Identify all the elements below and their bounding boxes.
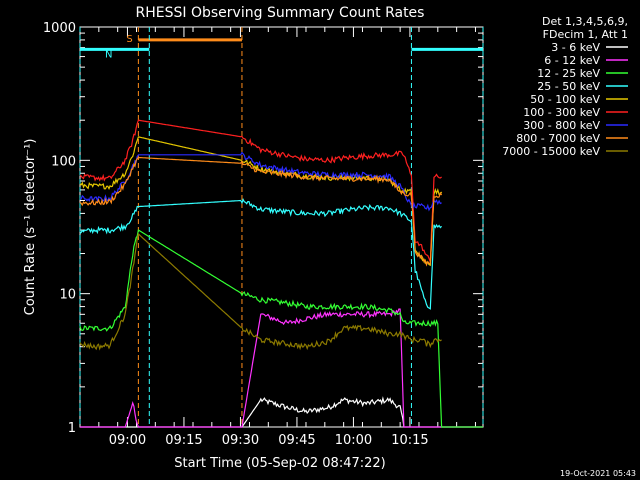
series-line-5	[79, 119, 442, 263]
legend-label: 6 - 12 keV	[544, 54, 600, 67]
series-line-1	[80, 308, 483, 428]
series-line-7	[79, 156, 443, 267]
legend-label: 25 - 50 keV	[537, 80, 600, 93]
x-tick-label: 10:15	[391, 433, 428, 448]
axis-marks: 1 10 100 1000 09:00 09:15 09:30 09:45 10:00 10:15	[43, 21, 483, 448]
legend-label: 7000 - 15000 keV	[502, 145, 600, 158]
series-layer	[79, 119, 483, 428]
legend-label: 12 - 25 keV	[537, 67, 600, 80]
y-tick-label: 1000	[43, 21, 76, 36]
footer-date: 19-Oct-2021 05:43	[560, 469, 636, 478]
y-tick-label: 100	[51, 154, 76, 169]
legend-label: 3 - 6 keV	[551, 41, 600, 54]
x-tick-label: 09:30	[222, 433, 259, 448]
annotation-s: S	[126, 34, 132, 45]
legend-header-line-1: Det 1,3,4,5,6,9,	[542, 15, 628, 28]
series-line-8	[79, 232, 442, 351]
y-tick-label: 10	[59, 288, 76, 303]
series-line-3	[79, 197, 443, 310]
legend-label: 800 - 7000 keV	[516, 132, 600, 145]
legend-header-line-2: FDecim 1, Att 1	[543, 28, 628, 41]
x-tick-label: 09:00	[109, 433, 146, 448]
plot-frame	[79, 26, 484, 428]
x-tick-label: 10:00	[335, 433, 372, 448]
shading-layer: SN	[79, 27, 484, 427]
y-tick-label: 1	[68, 421, 76, 436]
legend: Det 1,3,4,5,6,9, FDecim 1, Att 1 3 - 6 k…	[502, 15, 628, 158]
series-line-2	[79, 229, 483, 428]
legend-label: 50 - 100 keV	[530, 93, 600, 106]
series-line-0	[80, 396, 483, 428]
annotation-n: N	[105, 49, 112, 60]
chart-title: RHESSI Observing Summary Count Rates	[136, 5, 425, 21]
series-line-6	[79, 151, 442, 212]
x-tick-label: 09:15	[165, 433, 202, 448]
legend-label: 300 - 800 keV	[523, 119, 600, 132]
x-axis-label: Start Time (05-Sep-02 08:47:22)	[174, 456, 385, 471]
x-tick-label: 09:45	[278, 433, 315, 448]
legend-label: 100 - 300 keV	[523, 106, 600, 119]
y-axis-label: Count Rate (s⁻¹ detector⁻¹)	[23, 139, 38, 316]
